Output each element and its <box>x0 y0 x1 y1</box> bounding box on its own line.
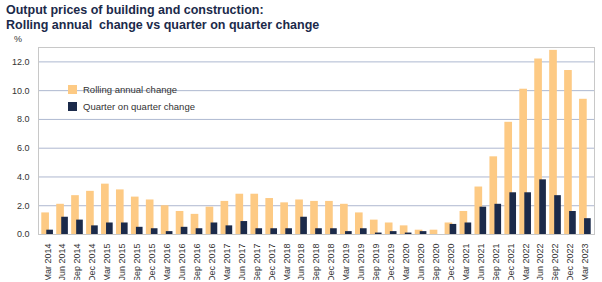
svg-text:Jun 2019: Jun 2019 <box>356 244 366 281</box>
svg-text:Jun 2015: Jun 2015 <box>117 244 127 281</box>
svg-text:Jun 2022: Jun 2022 <box>535 244 545 281</box>
svg-text:Mar 2017: Mar 2017 <box>222 244 232 281</box>
svg-text:Dec 2015: Dec 2015 <box>147 244 157 281</box>
svg-text:Jun 2014: Jun 2014 <box>57 244 67 281</box>
svg-text:Jun 2018: Jun 2018 <box>296 244 306 281</box>
svg-text:Jun 2021: Jun 2021 <box>476 244 486 281</box>
svg-text:Dec 2019: Dec 2019 <box>386 244 396 281</box>
svg-text:Sep 2018: Sep 2018 <box>311 244 321 281</box>
svg-text:Jun 2020: Jun 2020 <box>416 244 426 281</box>
svg-text:Sep 2017: Sep 2017 <box>252 244 262 281</box>
svg-text:Dec 2016: Dec 2016 <box>207 244 217 281</box>
svg-text:Mar 2023: Mar 2023 <box>580 244 590 281</box>
svg-text:Mar 2021: Mar 2021 <box>461 244 471 281</box>
html-text:Rolling annual change: Rolling annual change <box>83 84 177 96</box>
svg-text:4.0: 4.0 <box>17 172 30 182</box>
svg-text:Dec 2014: Dec 2014 <box>87 244 97 281</box>
svg-text:12.0: 12.0 <box>12 57 30 67</box>
svg-text:Mar 2014: Mar 2014 <box>42 244 52 281</box>
svg-text:Mar 2018: Mar 2018 <box>282 244 292 281</box>
svg-text:2.0: 2.0 <box>17 201 30 211</box>
svg-text:Sep 2020: Sep 2020 <box>431 244 441 281</box>
svg-text:Sep 2019: Sep 2019 <box>371 244 381 281</box>
svg-text:Jun 2017: Jun 2017 <box>237 244 247 281</box>
svg-text:Mar 2020: Mar 2020 <box>401 244 411 281</box>
svg-text:Sep 2016: Sep 2016 <box>192 244 202 281</box>
svg-text:Jun 2016: Jun 2016 <box>177 244 187 281</box>
svg-text:Dec 2017: Dec 2017 <box>267 244 277 281</box>
svg-text:Sep 2022: Sep 2022 <box>550 244 560 281</box>
svg-text:Dec 2022: Dec 2022 <box>565 244 575 281</box>
svg-text:Sep 2021: Sep 2021 <box>491 244 501 281</box>
svg-text:6.0: 6.0 <box>17 143 30 153</box>
svg-text:Mar 2016: Mar 2016 <box>162 244 172 281</box>
svg-text:Sep 2015: Sep 2015 <box>132 244 142 281</box>
svg-text:Dec 2021: Dec 2021 <box>506 244 516 281</box>
svg-text:Dec 2020: Dec 2020 <box>446 244 456 281</box>
svg-text:Mar 2015: Mar 2015 <box>102 244 112 281</box>
svg-text:Sep 2014: Sep 2014 <box>72 244 82 281</box>
svg-text:Mar 2019: Mar 2019 <box>341 244 351 281</box>
svg-text:Mar 2022: Mar 2022 <box>521 244 531 281</box>
html-text:Quarter on quarter change: Quarter on quarter change <box>83 101 195 113</box>
svg-text:8.0: 8.0 <box>17 114 30 124</box>
svg-text:Dec 2018: Dec 2018 <box>326 244 336 281</box>
svg-text:10.0: 10.0 <box>12 86 30 96</box>
svg-text:0.0: 0.0 <box>17 229 30 239</box>
html-text:Output prices of building and: Output prices of building and constructi… <box>6 3 320 32</box>
